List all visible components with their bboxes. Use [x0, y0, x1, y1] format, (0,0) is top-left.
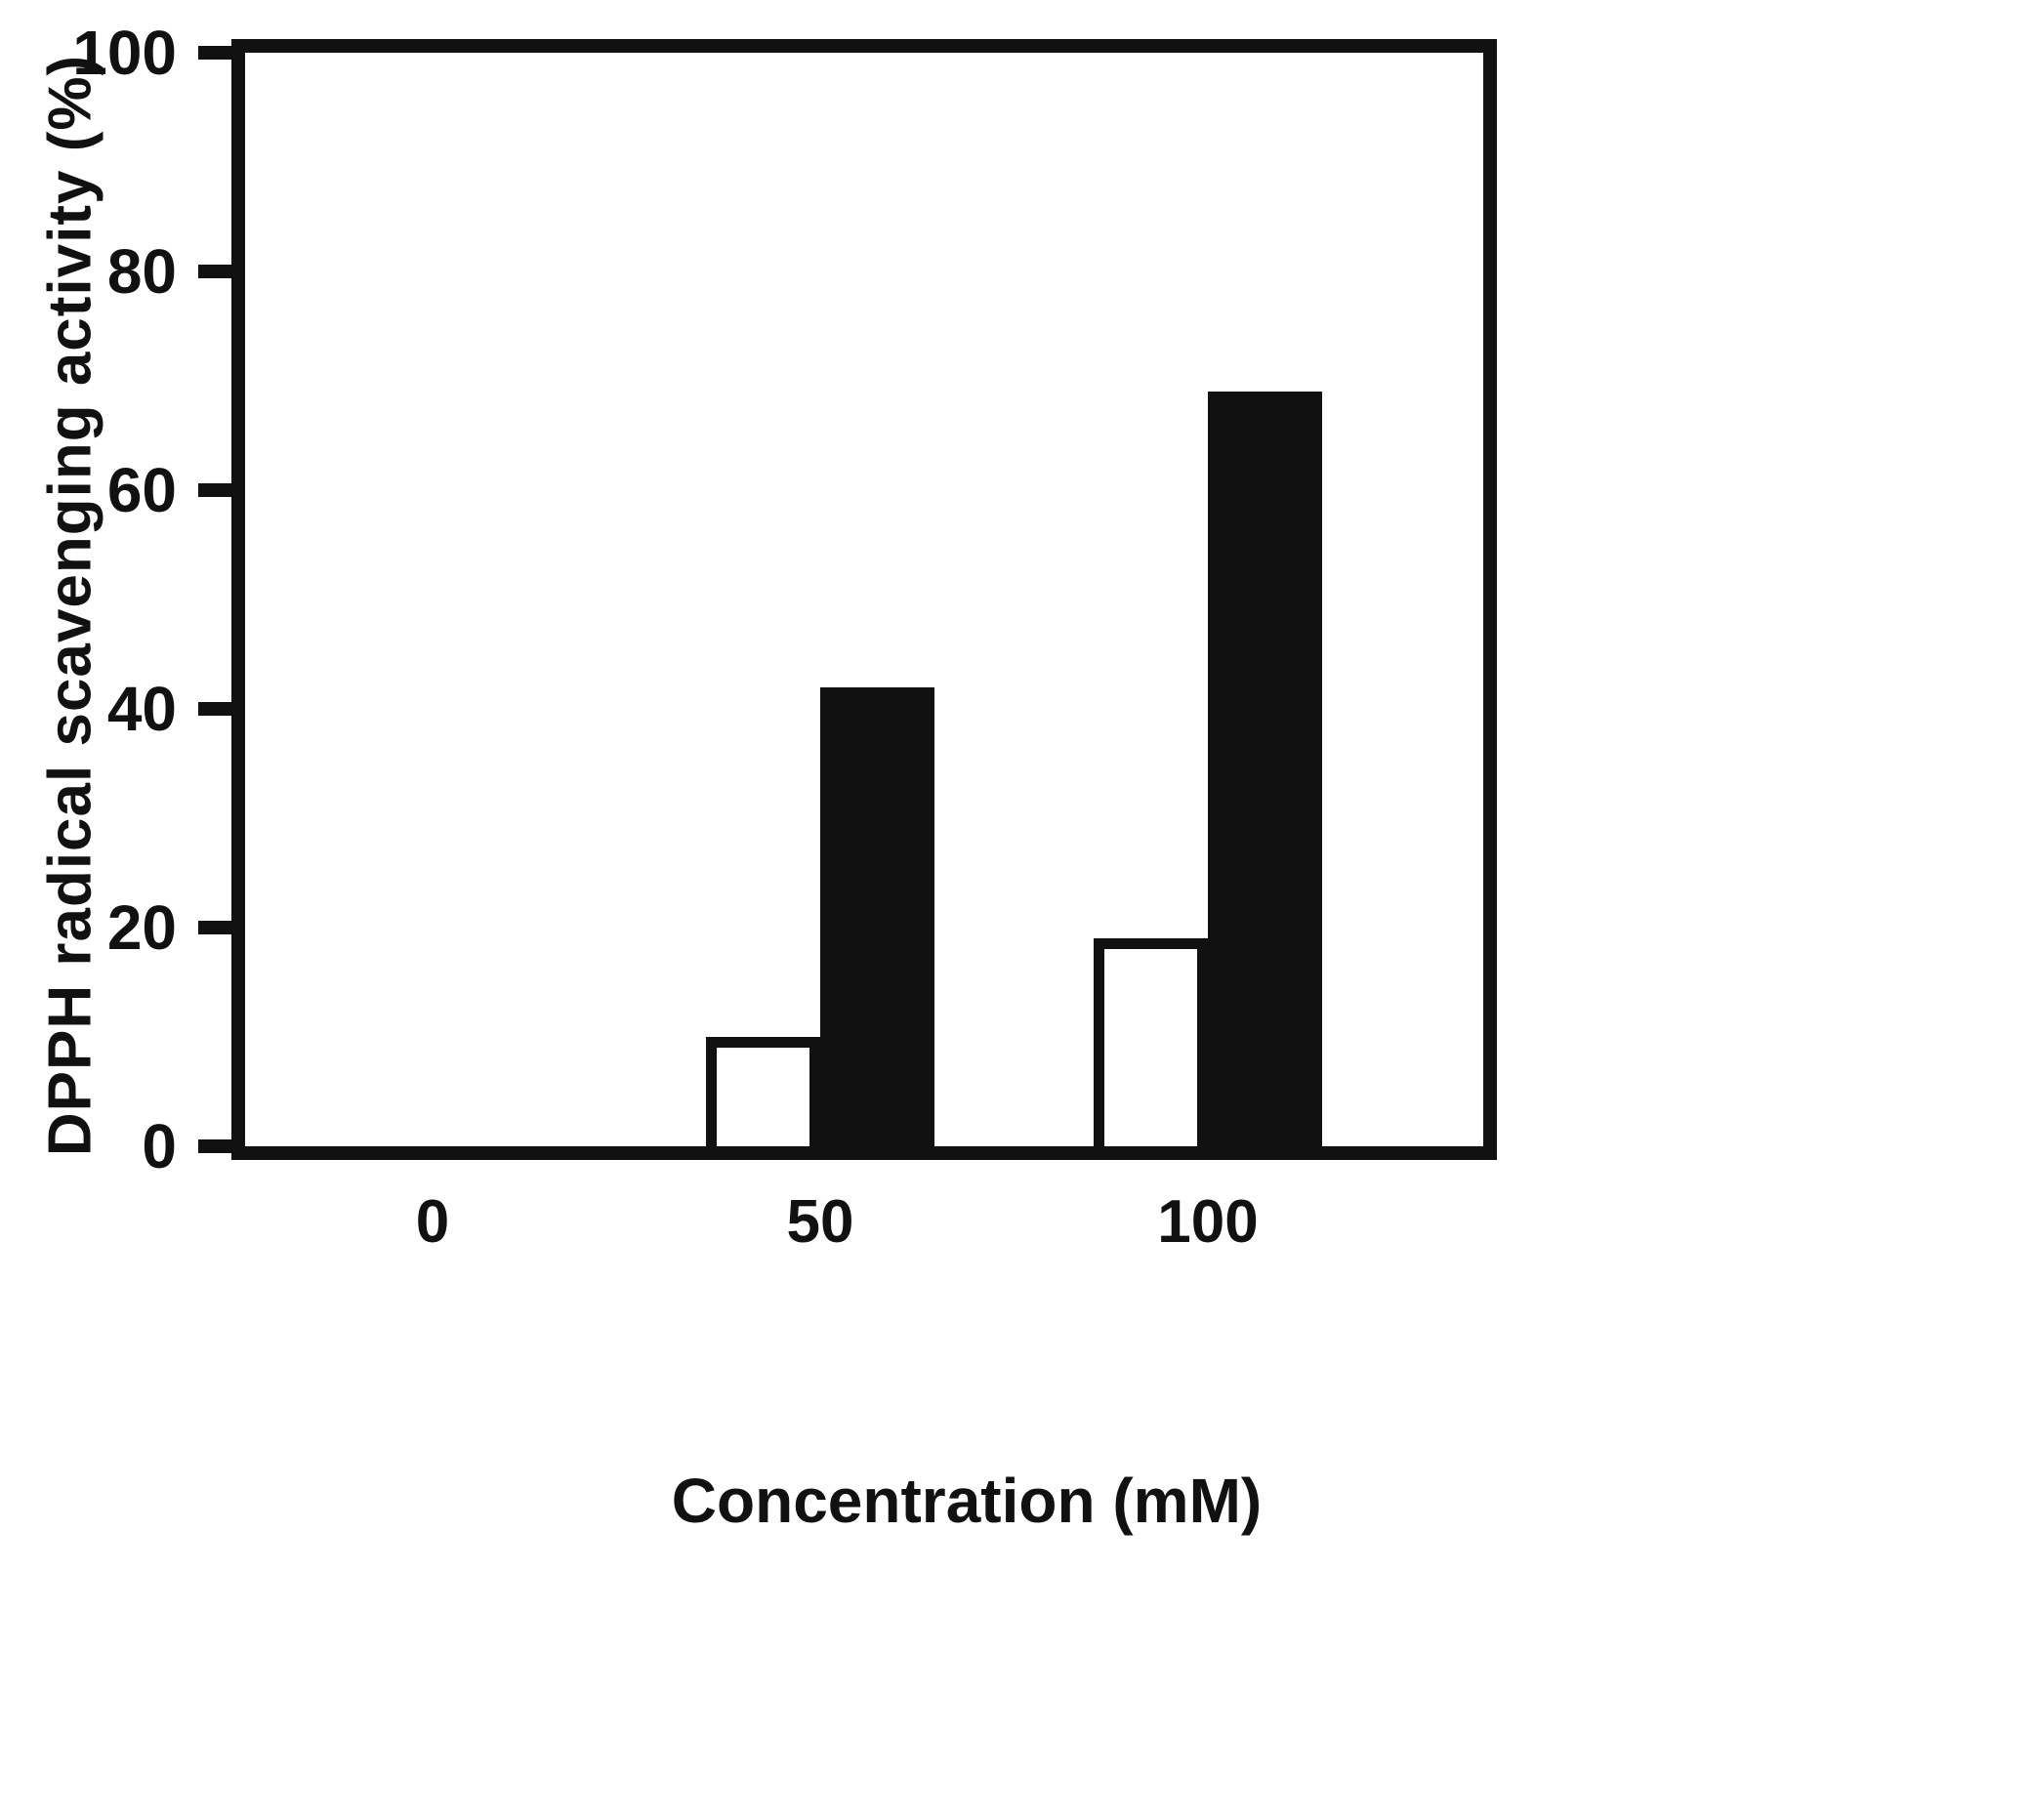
y-tick-mark	[198, 702, 231, 716]
y-tick-mark	[198, 1139, 231, 1153]
bar-filled-100	[1208, 392, 1322, 1146]
y-tick-label: 0	[142, 1111, 177, 1181]
y-tick-label: 100	[72, 18, 177, 88]
y-tick-label: 80	[106, 236, 177, 307]
y-tick-mark	[198, 921, 231, 934]
y-tick-label: 60	[106, 455, 177, 525]
y-tick-label: 20	[106, 892, 177, 963]
x-tick-label: 0	[415, 1188, 450, 1256]
x-tick-label: 100	[1157, 1188, 1259, 1256]
y-tick-mark	[198, 46, 231, 60]
x-tick-label: 50	[786, 1188, 854, 1256]
y-tick-mark	[198, 483, 231, 497]
y-tick-label: 40	[106, 674, 177, 744]
y-tick-mark	[198, 265, 231, 278]
bar-filled-50	[820, 686, 934, 1146]
x-axis-title: Concentration (mM)	[671, 1466, 1263, 1536]
y-axis-title: DPPH radical scavenging activity (%)	[36, 54, 104, 1157]
bar-open-50	[706, 1037, 820, 1146]
bar-open-100	[1094, 938, 1208, 1146]
